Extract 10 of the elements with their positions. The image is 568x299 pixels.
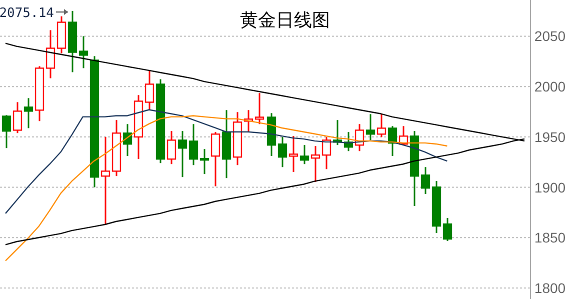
y-tick-label: 2000 xyxy=(534,78,566,95)
line-series xyxy=(4,109,448,214)
y-tick-label: 1900 xyxy=(534,179,566,196)
y-tick-label: 2050 xyxy=(534,28,566,44)
y-tick-label: 1950 xyxy=(534,128,566,145)
annotation: 2075.14 xyxy=(0,6,54,21)
y-tick-label: 1850 xyxy=(534,230,566,246)
y-tick-label: 1800 xyxy=(534,280,566,296)
text: 黄金日线图 xyxy=(240,10,330,30)
line-series xyxy=(4,115,448,262)
